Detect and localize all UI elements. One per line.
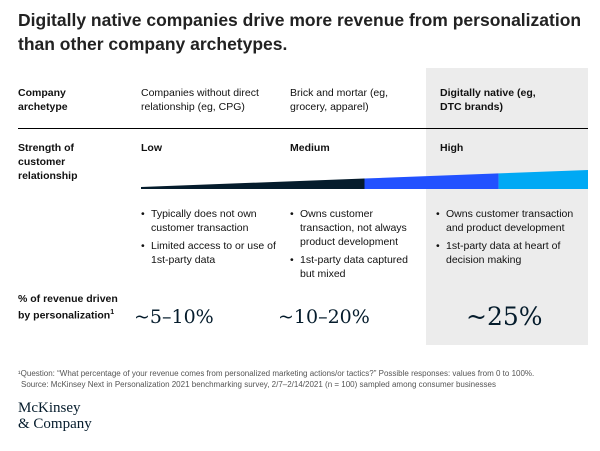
- bullet-item: Limited access to or use of 1st-party da…: [141, 239, 276, 267]
- logo-line-1: McKinsey: [18, 400, 81, 416]
- bullet-list-brick-and-mortar: Owns customer transaction, not always pr…: [290, 207, 420, 285]
- column-header-brick-and-mortar: Brick and mortar (eg, grocery, apparel): [290, 87, 389, 113]
- footnote-question: ¹Question: “What percentage of your reve…: [18, 369, 535, 378]
- bullet-item: Typically does not own customer transact…: [141, 207, 276, 235]
- bullet-item: 1st-party data at heart of decision maki…: [436, 239, 584, 267]
- strength-level-medium: Medium: [290, 142, 330, 154]
- chart-title: Digitally native companies drive more re…: [18, 10, 582, 54]
- strength-level-high: High: [440, 142, 464, 154]
- bullet-item: 1st-party data captured but mixed: [290, 253, 420, 281]
- mckinsey-logo: McKinsey & Company: [18, 400, 92, 432]
- bullet-item: Owns customer transaction and product de…: [436, 207, 584, 235]
- revenue-value-cpg: ~5–10%: [134, 306, 214, 328]
- revenue-label-text: % of revenue driven by personalization: [18, 293, 118, 322]
- row-label-strength: Strength of customer relationship: [18, 142, 78, 182]
- footnote-source: Source: McKinsey Next in Personalization…: [21, 380, 497, 389]
- row-label-revenue: % of revenue driven by personalization1: [18, 292, 118, 323]
- revenue-value-brick-and-mortar: ~10–20%: [278, 306, 370, 328]
- column-header-digitally-native: Digitally native (eg, DTC brands): [440, 87, 536, 113]
- wedge-segment-medium: [364, 173, 499, 189]
- wedge-segment-low: [141, 178, 365, 189]
- column-header-cpg: Companies without direct relationship (e…: [141, 87, 259, 113]
- wedge-segment-high: [498, 170, 588, 189]
- bullet-item: Owns customer transaction, not always pr…: [290, 207, 420, 249]
- separator-line: [18, 128, 588, 129]
- footnote-mark: 1: [110, 309, 115, 316]
- bullet-list-cpg: Typically does not own customer transact…: [141, 207, 276, 271]
- revenue-value-digitally-native: ~25%: [466, 302, 543, 331]
- row-label-archetype: Company archetype: [18, 87, 68, 113]
- logo-line-2: & Company: [18, 416, 92, 432]
- bullet-list-digitally-native: Owns customer transaction and product de…: [436, 207, 584, 271]
- strength-level-low: Low: [141, 142, 162, 154]
- footnotes: ¹Question: “What percentage of your reve…: [18, 368, 588, 390]
